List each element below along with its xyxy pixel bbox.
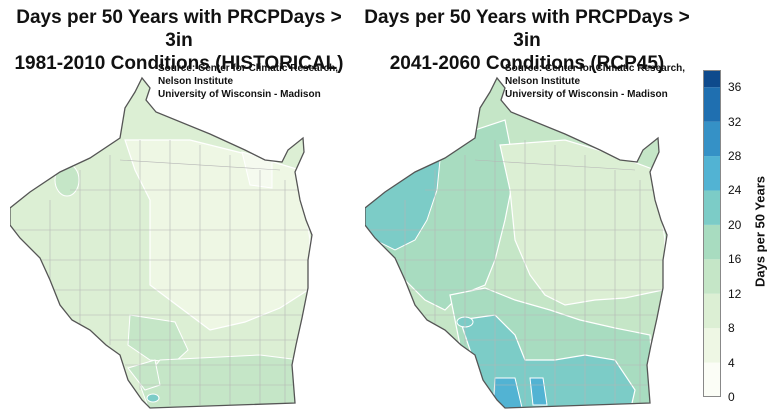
colorbar-bin — [703, 362, 721, 397]
colorbar-bin — [703, 293, 721, 329]
source-line: Source: Center for Climatic Research, — [505, 63, 686, 74]
map-rcp45 — [365, 76, 668, 409]
colorbar-border — [703, 70, 721, 397]
colorbar-bin — [703, 121, 721, 157]
colorbar-tick-label: 4 — [728, 355, 735, 370]
title-line-2: 1981-2010 Conditions (HISTORICAL) — [14, 53, 344, 74]
colorbar-bin — [703, 224, 721, 260]
colorbar-bin — [703, 328, 721, 363]
colorbar-tick-label: 12 — [728, 286, 742, 301]
colorbar-bin — [703, 87, 721, 122]
source-line: Nelson Institute — [505, 76, 581, 87]
colorbar-bin — [703, 156, 721, 191]
county-lines — [10, 140, 310, 405]
state-outline — [10, 76, 313, 409]
colorbar-tick-label: 36 — [728, 80, 742, 95]
map-historical — [10, 76, 313, 409]
colorbar-tick-label: 32 — [728, 114, 742, 129]
source-note-right: Source: Center for Climatic Research, Ne… — [505, 62, 685, 101]
colorbar-tick-label: 20 — [728, 217, 742, 232]
colorbar-bin — [703, 70, 721, 88]
source-line: University of Wisconsin - Madison — [158, 89, 321, 100]
colorbar-tick-label: 16 — [728, 252, 742, 267]
title-line-1: Days per 50 Years with PRCPDays > 3in — [16, 7, 342, 51]
colorbar — [703, 70, 721, 397]
colorbar-bin — [703, 259, 721, 294]
colorbar-label: Days per 50 Years — [752, 175, 768, 288]
region-20-24 — [146, 393, 160, 403]
source-line: University of Wisconsin - Madison — [505, 89, 668, 100]
colorbar-tick-label: 8 — [728, 321, 735, 336]
colorbar-tick-label: 0 — [728, 390, 735, 404]
source-line: Source: Center for Climatic Research, — [158, 63, 339, 74]
region-20-24 — [404, 97, 424, 116]
source-note-left: Source: Center for Climatic Research, Ne… — [158, 62, 338, 101]
county-lines — [365, 140, 665, 405]
colorbar-tick-label: 28 — [728, 149, 742, 164]
title-line-2: 2041-2060 Conditions (RCP45) — [389, 53, 665, 74]
state-outline — [365, 76, 668, 409]
source-line: Nelson Institute — [158, 76, 234, 87]
title-line-1: Days per 50 Years with PRCPDays > 3in — [364, 7, 690, 51]
panel-title-historical: Days per 50 Years with PRCPDays > 3in 19… — [4, 6, 354, 75]
panel-title-rcp45: Days per 50 Years with PRCPDays > 3in 20… — [352, 6, 702, 75]
colorbar-tick-label: 24 — [728, 183, 742, 198]
colorbar-bin — [703, 190, 721, 225]
